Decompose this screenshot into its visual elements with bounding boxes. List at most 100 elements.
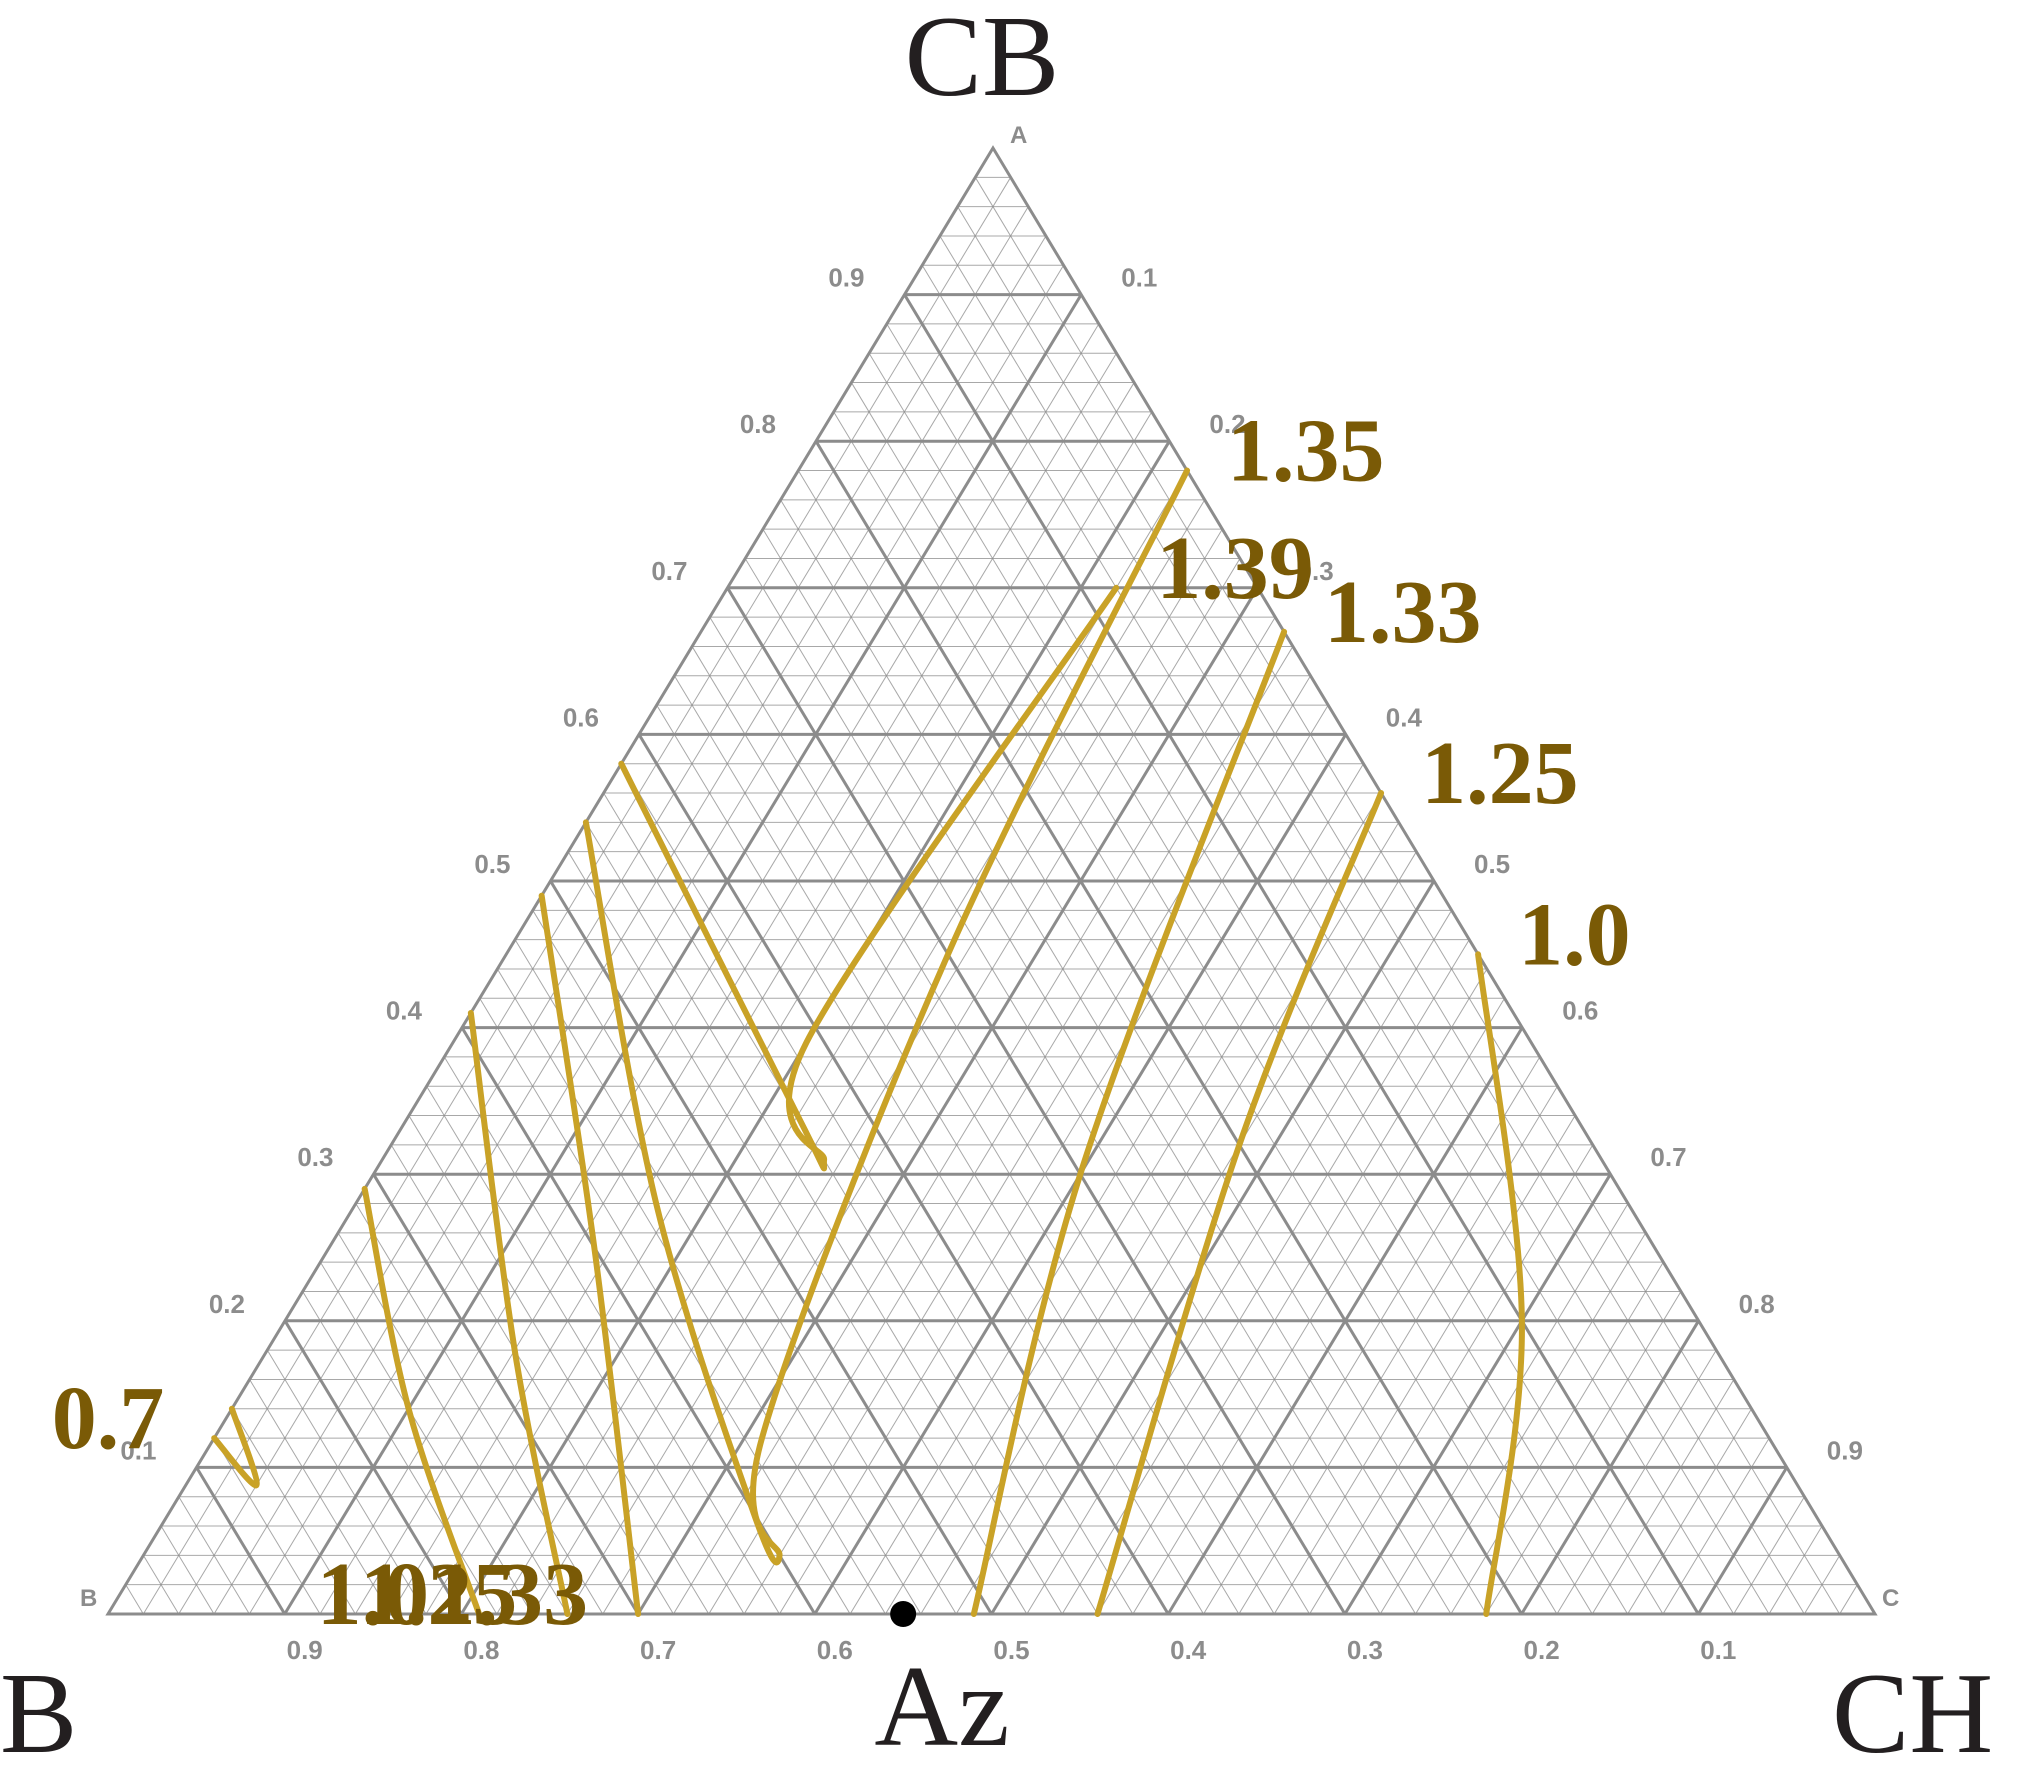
tick-label-right: 0.9 xyxy=(1827,1435,1863,1465)
contour-line-6 xyxy=(970,628,1288,1617)
grid-line xyxy=(1343,1173,1612,1615)
triangle-outline xyxy=(105,145,1878,1616)
grid-line xyxy=(797,470,1487,1615)
grid-line xyxy=(372,1173,640,1615)
grid-line xyxy=(354,352,1117,1615)
grid-line xyxy=(1415,1232,1647,1615)
grid-line xyxy=(178,1496,250,1615)
grid-line xyxy=(283,293,1083,1615)
tick-labels: 0.1 0.1 0.1 0.2 0.2 0.2 0.3 0.3 0.3 0.4 0.4 0.4 0.5 0… xyxy=(120,263,1863,1665)
grid-line xyxy=(1803,1555,1841,1615)
grid-line xyxy=(514,939,922,1615)
contour-line-1 xyxy=(361,1185,483,1617)
tick-label-right: 0.3 xyxy=(1298,556,1334,586)
contour-line-0 xyxy=(211,1405,260,1489)
grid-line xyxy=(990,880,1436,1615)
tick-label-bottom: 0.8 xyxy=(463,1635,499,1665)
contour-line-8 xyxy=(1475,951,1525,1617)
tick-label-left: 0.4 xyxy=(386,996,423,1026)
grid-line xyxy=(656,704,1204,1615)
grid-line xyxy=(1166,1026,1524,1615)
grid-line xyxy=(408,1115,710,1615)
azeotrope-point xyxy=(890,1601,917,1627)
grid-line xyxy=(479,998,851,1615)
grid-line xyxy=(1556,1349,1717,1615)
tick-label-right: 0.6 xyxy=(1562,996,1598,1026)
grid-line xyxy=(160,1525,215,1615)
grid-line xyxy=(974,177,1841,1615)
tick-label-left: 0.8 xyxy=(740,409,776,439)
tick-label-right: 0.4 xyxy=(1386,702,1423,732)
grid-line xyxy=(708,646,1294,1615)
corner-title-ch: CH xyxy=(1832,1650,1993,1765)
grid-line xyxy=(195,1466,286,1615)
tick-label-left: 0.7 xyxy=(651,556,687,586)
contour-label-4: 1.35 xyxy=(1227,402,1385,501)
corner-title-cb: CB xyxy=(905,0,1060,121)
tick-label-bottom: 0.9 xyxy=(287,1635,323,1665)
grid-line xyxy=(213,235,1047,1615)
tick-label-left: 0.3 xyxy=(297,1142,333,1172)
grid-line xyxy=(955,851,1417,1615)
grid-line xyxy=(636,587,1259,1615)
grid-line xyxy=(249,1379,392,1615)
tick-label-left: 0.6 xyxy=(563,702,599,732)
contour-label-3: 1.33 xyxy=(431,1545,589,1644)
grid-line xyxy=(920,822,1400,1615)
edge-title-az: Az xyxy=(874,1643,1009,1765)
contour-line-7 xyxy=(1094,790,1385,1617)
grid-line xyxy=(496,470,1188,1615)
contour-label-6: 1.33 xyxy=(1324,563,1482,662)
tick-label-bottom: 0.5 xyxy=(993,1635,1029,1665)
grid-line xyxy=(1132,998,1505,1615)
grid-line xyxy=(266,1349,427,1615)
grid-line xyxy=(1097,968,1488,1615)
grid-line xyxy=(125,1584,144,1615)
tick-label-bottom: 0.3 xyxy=(1347,1635,1383,1665)
corner-title-b: B xyxy=(0,1650,77,1765)
tick-label-right: 0.5 xyxy=(1474,849,1510,879)
tick-label-left: 0.2 xyxy=(209,1289,245,1319)
grid-line xyxy=(1520,1320,1700,1615)
grid-line xyxy=(868,352,1629,1615)
contour-line-3 xyxy=(538,892,642,1617)
contour-label-7: 1.25 xyxy=(1421,724,1579,823)
grid-line xyxy=(1591,1379,1735,1615)
tick-label-bottom: 0.2 xyxy=(1524,1635,1560,1665)
grid-line xyxy=(1203,1056,1541,1615)
grid-line xyxy=(1733,1496,1805,1615)
tick-label-right: 0.7 xyxy=(1650,1142,1686,1172)
tick-label-bottom: 0.1 xyxy=(1700,1635,1736,1665)
grid-line xyxy=(549,880,993,1615)
vertex-tag-a: A xyxy=(1010,122,1027,149)
grid-line xyxy=(849,763,1364,1615)
tick-label-left: 0.1 xyxy=(120,1435,156,1465)
grid-line xyxy=(1379,1203,1629,1615)
grid-line xyxy=(833,411,1558,1615)
vertex-tag-b: B xyxy=(80,1585,97,1612)
contour-lines xyxy=(211,467,1525,1617)
contour-label-5: 1.39 xyxy=(1156,519,1314,618)
grid-line xyxy=(1697,1466,1789,1615)
grid-line xyxy=(726,587,1347,1615)
grid-line xyxy=(903,293,1700,1615)
grid-line xyxy=(355,1203,604,1615)
grid-line xyxy=(603,792,1098,1615)
grid-line xyxy=(567,851,1028,1615)
grid-line xyxy=(142,1555,180,1615)
vertex-tag-c: C xyxy=(1882,1585,1899,1612)
contour-label-2: 1.25 xyxy=(360,1545,518,1644)
grid-line xyxy=(302,1291,498,1615)
tick-label-bottom: 0.7 xyxy=(640,1635,676,1665)
grid-line xyxy=(762,528,1417,1615)
tick-label-right: 0.8 xyxy=(1739,1289,1775,1319)
grid-line xyxy=(743,675,1311,1615)
tick-label-right: 0.2 xyxy=(1209,409,1245,439)
grid-line xyxy=(1768,1525,1823,1615)
contour-label-0: 0.7 xyxy=(52,1369,165,1468)
tick-label-bottom: 0.4 xyxy=(1170,1635,1207,1665)
grid-line xyxy=(496,968,886,1615)
contour-label-8: 1.0 xyxy=(1518,885,1631,984)
grid-line xyxy=(691,646,1275,1615)
